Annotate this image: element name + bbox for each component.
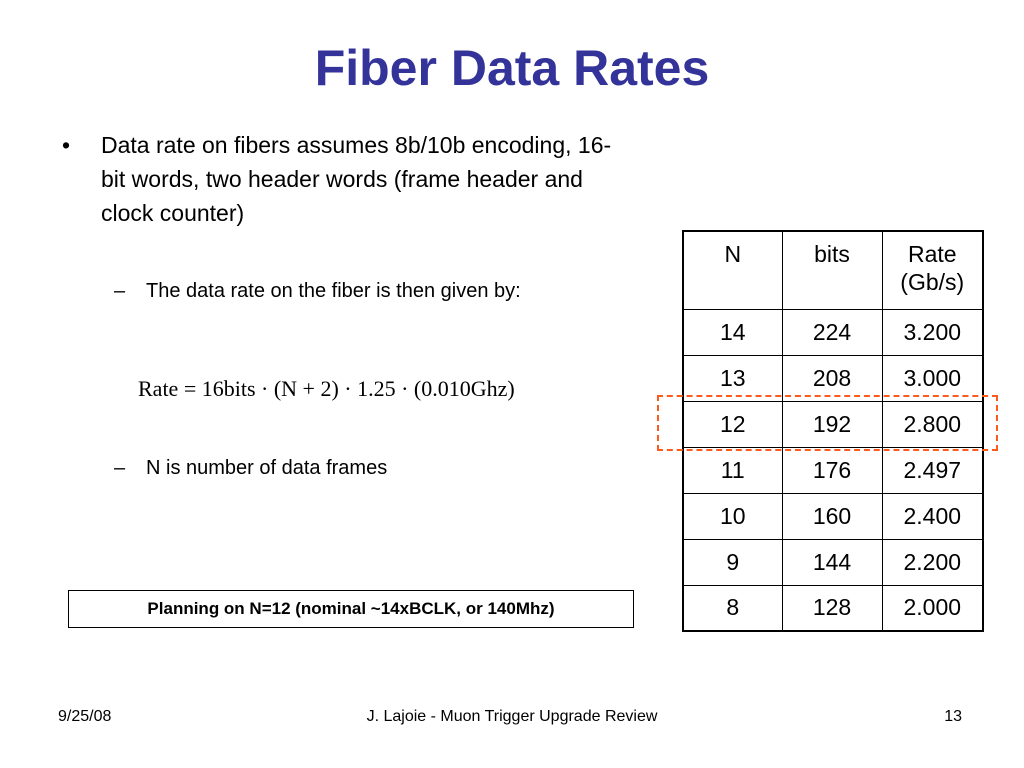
rate-formula: Rate = 16bits · (N + 2) · 1.25 · (0.010G…	[138, 376, 515, 401]
table-row: 11 176 2.497	[682, 446, 984, 494]
sub-bullet-dash: –	[114, 280, 126, 302]
slide-title: Fiber Data Rates	[314, 40, 710, 96]
table-header-cell: Rate (Gb/s)	[881, 230, 984, 310]
highlighted-row-marker	[657, 395, 998, 451]
planning-note-box: Planning on N=12 (nominal ~14xBCLK, or 1…	[68, 590, 634, 628]
table-row: 8 128 2.000	[682, 584, 984, 632]
bullet-text: Data rate on fibers assumes 8b/10b encod…	[101, 132, 612, 226]
table-cell: 10	[682, 492, 783, 540]
table-header-cell: N	[682, 230, 783, 310]
table-cell: 176	[781, 446, 883, 494]
footer-title: J. Lajoie - Muon Trigger Upgrade Review	[366, 708, 658, 725]
table-cell: 12	[682, 400, 783, 448]
table-row: 13 208 3.000	[682, 354, 984, 402]
sub-bullet-dash: –	[114, 457, 126, 479]
table-cell: 2.400	[881, 492, 984, 540]
table-row: 10 160 2.400	[682, 492, 984, 540]
table-cell: 144	[781, 538, 883, 586]
table-cell: 2.000	[881, 584, 984, 632]
table-cell: 2.200	[881, 538, 984, 586]
table-cell: 11	[682, 446, 783, 494]
footer-page-number: 13	[944, 708, 962, 725]
table-cell: 192	[781, 400, 883, 448]
table-row: 12 192 2.800	[682, 400, 984, 448]
table-header-cell: bits	[781, 230, 883, 310]
sub-bullet-text: N is number of data frames	[146, 457, 388, 479]
table-row: 14 224 3.200	[682, 308, 984, 356]
sub-bullet-text: The data rate on the fiber is then given…	[146, 280, 521, 302]
table-cell: 8	[682, 584, 783, 632]
bullet-dot: •	[62, 132, 71, 158]
table-cell: 2.497	[881, 446, 984, 494]
table-cell: 3.200	[881, 308, 984, 356]
table-cell: 160	[781, 492, 883, 540]
table-cell: 14	[682, 308, 783, 356]
table-cell: 128	[781, 584, 883, 632]
table-cell: 3.000	[881, 354, 984, 402]
table-cell: 2.800	[881, 400, 984, 448]
footer-date: 9/25/08	[58, 708, 112, 725]
table-row: 9 144 2.200	[682, 538, 984, 586]
table-cell: 9	[682, 538, 783, 586]
table-cell: 224	[781, 308, 883, 356]
